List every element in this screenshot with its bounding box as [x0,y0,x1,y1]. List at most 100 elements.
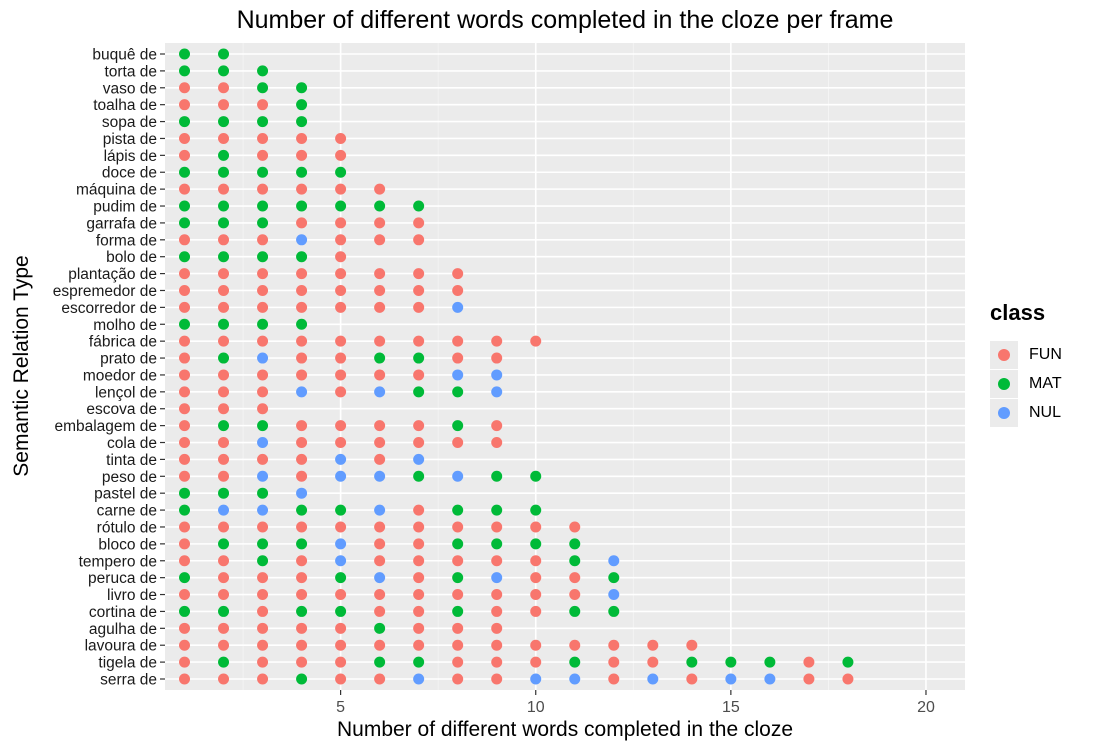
data-point [179,234,191,246]
data-point [257,149,269,161]
data-point [179,453,191,465]
y-tick-label: pastel de [94,486,157,503]
data-point [569,555,581,567]
x-tick-label: 15 [722,699,740,716]
data-point [179,470,191,482]
data-point [374,470,386,482]
data-point [218,251,230,263]
data-point [179,386,191,398]
data-point [296,656,308,668]
data-point [491,369,503,381]
data-point [530,673,542,685]
data-point [374,453,386,465]
data-point [296,605,308,617]
data-point [335,268,347,280]
data-point [452,639,464,651]
data-point [218,284,230,296]
data-point [257,301,269,313]
data-point [179,673,191,685]
y-tick-label: tigela de [98,655,157,672]
data-point [335,183,347,195]
data-point [569,589,581,601]
data-point [452,268,464,280]
data-point [842,656,854,668]
data-point [374,572,386,584]
y-tick-label: vaso de [103,80,157,97]
data-point [179,639,191,651]
data-point [374,420,386,432]
data-point [335,335,347,347]
data-point [335,538,347,550]
data-point [491,386,503,398]
data-point [218,301,230,313]
data-point [218,65,230,77]
data-point [296,538,308,550]
x-axis-label: Number of different words completed in t… [336,718,793,741]
data-point [218,470,230,482]
legend-dot-mat [998,377,1010,390]
data-point [218,82,230,94]
data-point [179,437,191,449]
data-point [413,538,425,550]
data-point [296,453,308,465]
data-point [335,166,347,178]
data-point [257,437,269,449]
data-point [374,605,386,617]
data-point [335,284,347,296]
data-point [257,487,269,499]
y-tick-label: agulha de [89,621,157,638]
data-point [257,318,269,330]
data-point [413,453,425,465]
legend-item-mat: MAT [990,369,1062,398]
y-tick-label: carne de [97,503,157,520]
data-point [179,504,191,516]
data-point [413,673,425,685]
data-point [491,521,503,533]
data-point [257,234,269,246]
data-point [218,183,230,195]
data-point [179,82,191,94]
data-point [257,673,269,685]
data-point [491,420,503,432]
data-point [257,555,269,567]
legend-key-fun [990,340,1018,369]
data-point [452,470,464,482]
data-point [374,284,386,296]
data-point [179,622,191,634]
data-point [335,673,347,685]
data-point [179,656,191,668]
data-point [218,589,230,601]
data-point [374,555,386,567]
data-point [335,572,347,584]
data-point [218,48,230,60]
y-tick-label: buquê de [92,47,157,64]
data-point [491,673,503,685]
data-point [842,673,854,685]
data-point [374,335,386,347]
y-tick-label: bloco de [98,536,157,553]
data-point [374,589,386,601]
legend-item-fun: FUN [990,340,1062,369]
data-point [218,335,230,347]
data-point [335,437,347,449]
y-tick-label: pudim de [93,199,157,216]
data-point [296,132,308,144]
data-point [179,166,191,178]
data-point [335,200,347,212]
data-point [179,589,191,601]
legend-item-nul: NUL [990,398,1062,427]
data-point [452,622,464,634]
data-point [608,589,620,601]
data-point [179,555,191,567]
data-point [530,504,542,516]
data-point [218,420,230,432]
data-point [452,369,464,381]
data-point [296,82,308,94]
data-point [335,234,347,246]
data-point [686,656,698,668]
data-point [335,470,347,482]
data-point [218,99,230,111]
data-point [374,504,386,516]
data-point [296,521,308,533]
data-point [335,386,347,398]
